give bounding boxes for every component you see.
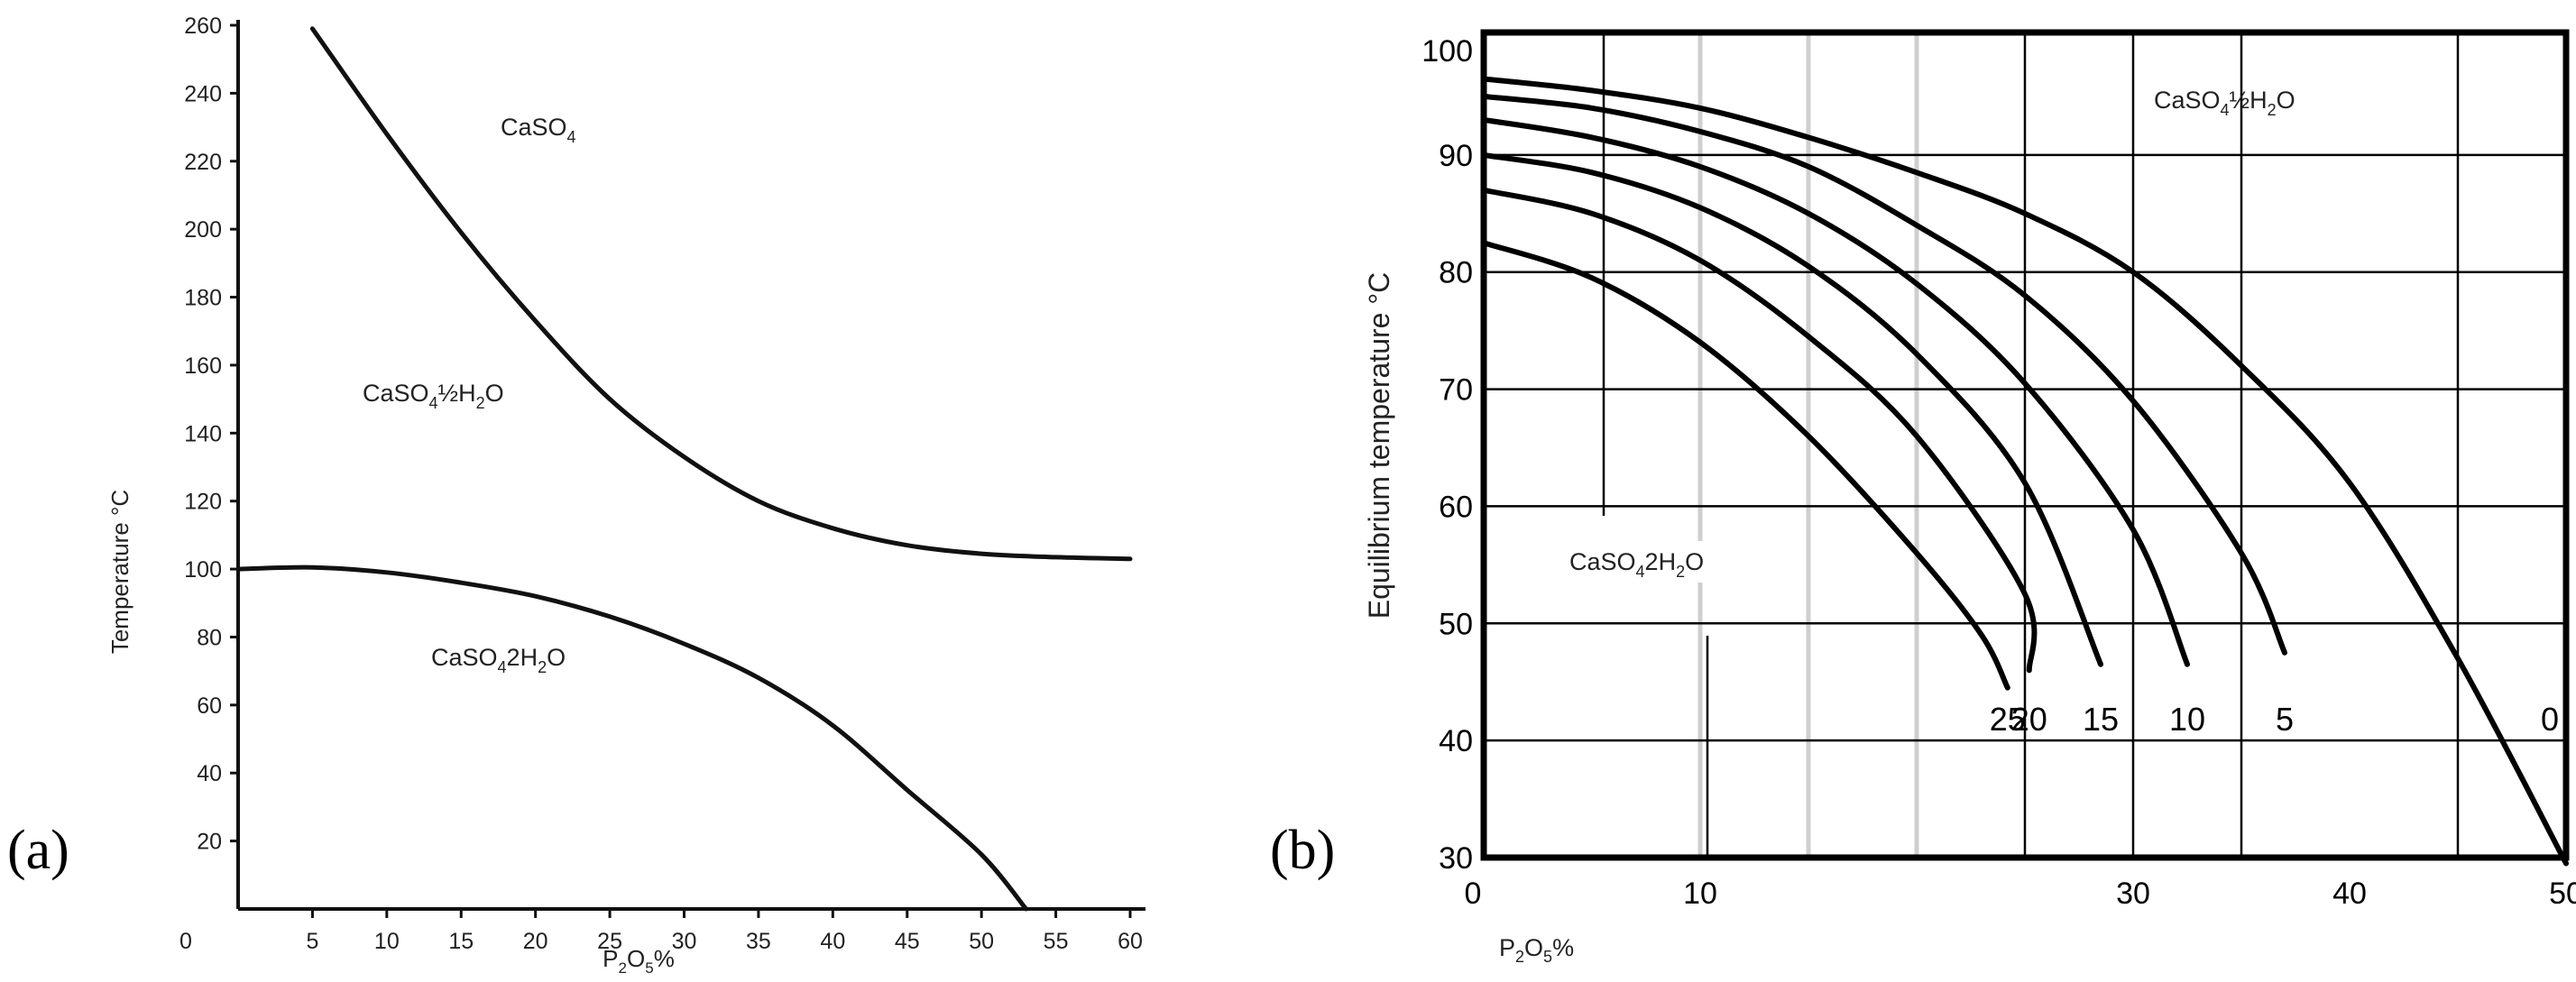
panel-a-y-tick-label: 80 [197, 625, 222, 650]
panel-b-series-line-15 [1481, 151, 2103, 667]
panel-b-frame [1480, 29, 2570, 861]
panel-a-x-tick-label: 45 [895, 929, 920, 954]
panel-a-x-tick-label: 40 [820, 929, 845, 954]
panel-a-x-tick-label: 5 [306, 929, 318, 954]
panel-a-series [235, 26, 1133, 912]
panel-b-series-line-0 [1481, 76, 2569, 867]
panel-a-y-tick-label: 120 [184, 490, 222, 515]
panel-b-series-label-0: 0 [2541, 701, 2559, 738]
panel-b-label: (b) [1270, 820, 1335, 881]
panel-a: (a) 20 40 60 80 100 120 140 160 180 200 220 240 260 0… [7, 14, 1145, 977]
panel-b-y-tick-label: 90 [1439, 139, 1473, 173]
panel-a-x-tick-label: 25 [597, 929, 622, 954]
panel-b-series-label-15: 15 [2083, 701, 2119, 738]
panel-a-x-axis-title: P2O5% [603, 945, 675, 977]
panel-a-y-tick-label: 140 [184, 421, 222, 446]
panel-a-ticks: 20 40 60 80 100 120 140 160 180 200 220 240 260 0 5 10 1… [179, 14, 1143, 954]
panel-a-x-tick-label: 60 [1118, 929, 1143, 954]
panel-b-y-tick-label: 70 [1439, 373, 1473, 408]
panel-a-series-line-1 [309, 26, 1133, 562]
panel-a-x-tick-label: 10 [374, 929, 400, 954]
panel-b-x-tick-label: 40 [2332, 876, 2367, 911]
panel-b-series-label-5: 5 [2276, 701, 2294, 738]
panel-a-x-tick-label: 0 [179, 929, 192, 954]
panel-a-region-caso4: CaSO4 [501, 114, 576, 146]
panel-b-y-tick-label: 80 [1439, 256, 1473, 290]
panel-b-series-line-5 [1481, 93, 2287, 656]
panel-b-region-hemihydrate: CaSO4½H2O [2154, 87, 2295, 119]
panel-b-x-tick-label: 10 [1683, 876, 1717, 911]
panel-a-y-tick-label: 40 [197, 761, 222, 786]
panel-a-y-tick-label: 180 [184, 286, 222, 311]
panel-a-x-tick-label: 15 [448, 929, 474, 954]
panel-a-x-tick-label: 50 [969, 929, 994, 954]
panel-b-y-tick-label: 40 [1439, 724, 1473, 758]
panel-b-series-line-20 [1481, 187, 2038, 674]
panel-b-x-axis-title: P2O5% [1499, 934, 1574, 966]
panel-a-y-tick-label: 240 [184, 81, 222, 106]
panel-b-region-dihydrate: CaSO42H2O [1569, 548, 1704, 581]
panel-a-x-tick-label: 55 [1044, 929, 1069, 954]
panel-b-y-tick-label: 50 [1439, 607, 1473, 641]
panel-a-series-line-2 [235, 564, 1029, 912]
panel-b-y-axis-title: Equilibrium temperature °C [1363, 272, 1395, 619]
panel-a-y-tick-label: 200 [184, 217, 222, 243]
panel-b-y-tick-label: 30 [1439, 841, 1473, 876]
panel-a-x-tick-label: 30 [672, 929, 697, 954]
panel-a-region-hemihydrate: CaSO4½H2O [363, 380, 504, 412]
panel-b-label-knockout [1560, 541, 1737, 583]
panel-b-series-label-20: 20 [2011, 701, 2047, 738]
panel-a-x-tick-label: 35 [746, 929, 771, 954]
panel-a-x-tick-label: 20 [523, 929, 548, 954]
panel-a-label: (a) [7, 820, 69, 881]
panel-a-y-tick-label: 160 [184, 353, 222, 379]
panel-b-x-tick-label: 0 [1465, 876, 1482, 911]
panel-b-series-line-10 [1481, 116, 2190, 667]
panel-b-x-tick-label: 30 [2116, 876, 2150, 911]
panel-a-y-tick-label: 260 [184, 14, 222, 39]
panel-b-series-line-25 [1481, 240, 2010, 691]
panel-a-region-dihydrate: CaSO42H2O [431, 644, 566, 676]
panel-b-x-tick-label: 50 [2549, 876, 2576, 911]
panel-b-series-label-25: 25 [1990, 701, 2026, 738]
panel-a-y-tick-label: 20 [197, 830, 222, 855]
panel-a-y-tick-label: 60 [197, 693, 222, 719]
panel-a-y-tick-label: 100 [184, 557, 222, 583]
panel-b-y-tick-label: 100 [1421, 34, 1473, 69]
panel-a-y-axis-title: Temperature °C [106, 490, 133, 654]
panel-b-series-label-10: 10 [2169, 701, 2205, 738]
panel-b-y-tick-label: 60 [1439, 490, 1473, 524]
panel-a-y-tick-label: 220 [184, 150, 222, 175]
